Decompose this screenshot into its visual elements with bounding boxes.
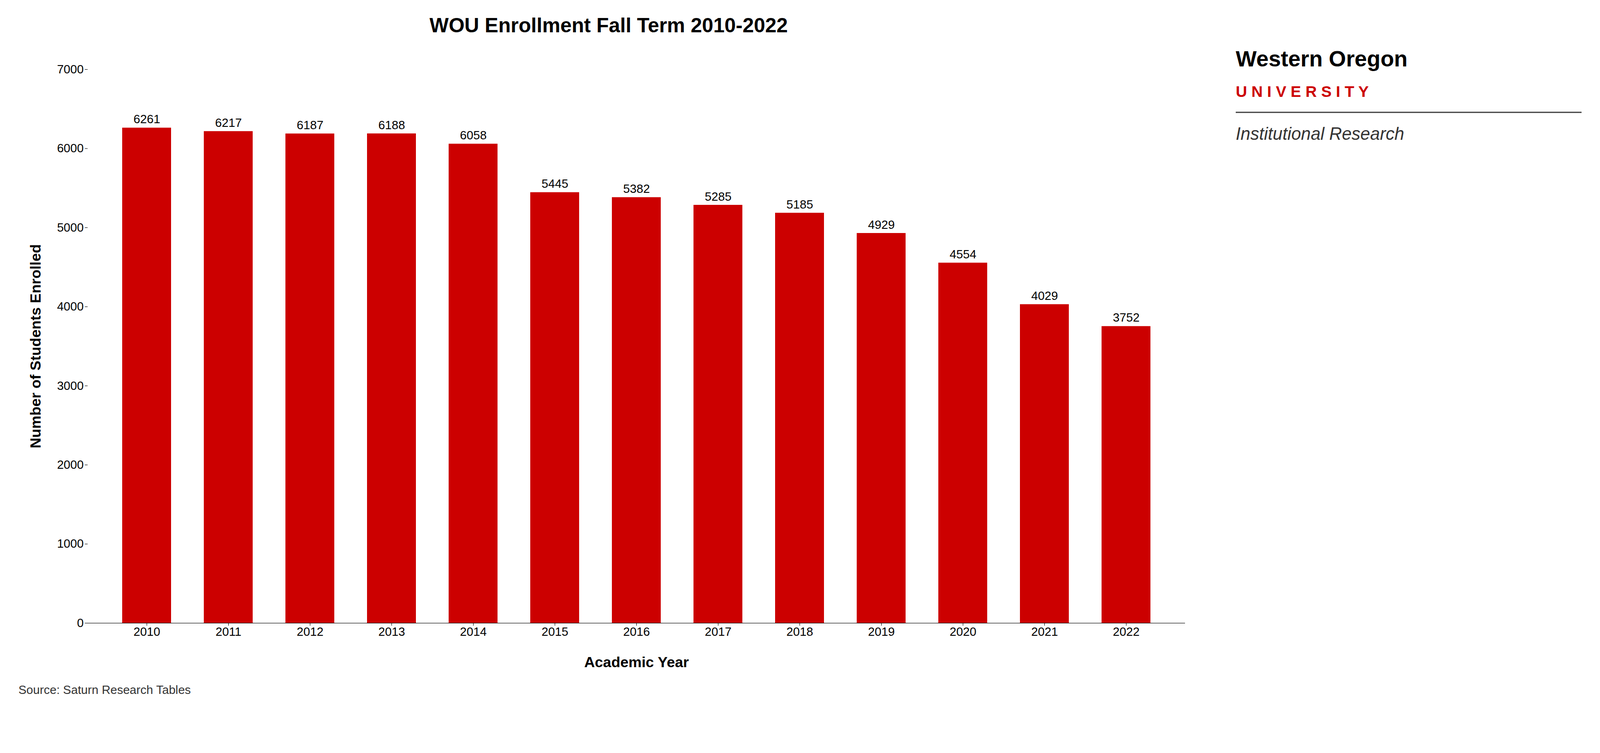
svg-text:6188: 6188 xyxy=(378,118,406,132)
svg-text:2017: 2017 xyxy=(705,624,732,639)
svg-text:3752: 3752 xyxy=(1113,310,1140,325)
svg-text:2000: 2000 xyxy=(57,457,84,472)
svg-text:2021: 2021 xyxy=(1031,624,1059,639)
svg-text:2020: 2020 xyxy=(949,624,977,639)
svg-text:4929: 4929 xyxy=(868,217,895,232)
svg-text:5000: 5000 xyxy=(57,220,84,235)
svg-text:6261: 6261 xyxy=(133,112,161,126)
html-text:U N I V E R S I T Y: U N I V E R S I T Y xyxy=(1235,82,1369,101)
svg-text:2018: 2018 xyxy=(786,624,814,639)
svg-text:2010: 2010 xyxy=(133,624,161,639)
svg-text:2016: 2016 xyxy=(623,624,651,639)
svg-text:6187: 6187 xyxy=(296,118,324,132)
svg-text:Number of Students Enrolled: Number of Students Enrolled xyxy=(27,243,44,449)
svg-text:4029: 4029 xyxy=(1031,288,1059,303)
svg-text:6217: 6217 xyxy=(215,115,243,130)
html-text:Western Oregon: Western Oregon xyxy=(1235,46,1408,72)
svg-text:3000: 3000 xyxy=(57,378,84,393)
svg-text:2015: 2015 xyxy=(541,624,569,639)
svg-text:Academic Year: Academic Year xyxy=(584,653,689,670)
svg-text:7000: 7000 xyxy=(57,62,84,77)
html-text:Institutional Research: Institutional Research xyxy=(1235,124,1405,144)
svg-text:5185: 5185 xyxy=(786,197,814,212)
svg-text:5445: 5445 xyxy=(541,176,569,191)
html-text:Source: Saturn Research Tables: Source: Saturn Research Tables xyxy=(18,682,191,697)
svg-text:2012: 2012 xyxy=(296,624,324,639)
svg-text:2013: 2013 xyxy=(378,624,406,639)
svg-text:6058: 6058 xyxy=(460,128,487,143)
svg-text:4554: 4554 xyxy=(949,247,977,261)
svg-text:0: 0 xyxy=(77,615,84,630)
svg-text:6000: 6000 xyxy=(57,141,84,155)
svg-text:2011: 2011 xyxy=(215,624,242,639)
svg-text:1000: 1000 xyxy=(57,536,84,551)
svg-text:2022: 2022 xyxy=(1113,624,1140,639)
svg-text:5285: 5285 xyxy=(705,189,732,204)
svg-text:2019: 2019 xyxy=(868,624,895,639)
html-text:WOU Enrollment Fall Term 2010-: WOU Enrollment Fall Term 2010-2022 xyxy=(429,13,788,37)
svg-text:5382: 5382 xyxy=(623,181,651,196)
svg-text:2014: 2014 xyxy=(460,624,487,639)
svg-text:4000: 4000 xyxy=(57,299,84,314)
